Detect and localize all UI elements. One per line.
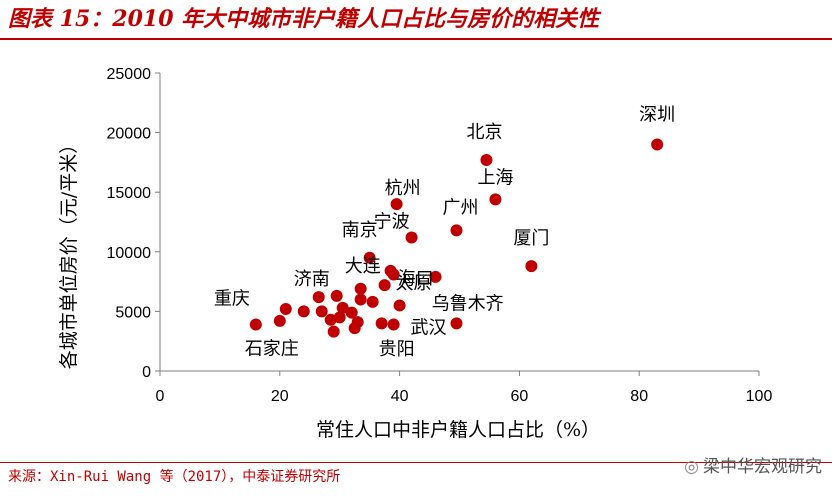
data-point <box>345 306 358 319</box>
y-tick-label: 25000 <box>107 66 152 83</box>
data-point <box>363 251 376 264</box>
data-point <box>327 325 340 338</box>
data-point <box>297 305 310 318</box>
chart-axes: 0 5000 10000 15000 20000 25000 0 20 40 60 80 100 <box>107 66 773 405</box>
x-tick-label: 40 <box>391 388 409 405</box>
point-label: 上海 <box>477 167 513 188</box>
data-point <box>450 224 463 237</box>
data-point <box>333 311 346 324</box>
point-label: 乌鲁木齐 <box>432 293 504 314</box>
point-label: 深圳 <box>639 105 675 126</box>
x-tick-label: 20 <box>271 388 289 405</box>
point-label: 宁波 <box>374 211 410 232</box>
y-tick-label: 5000 <box>115 304 151 321</box>
data-point <box>273 314 286 327</box>
y-tick-label: 0 <box>142 364 151 381</box>
data-point <box>429 270 442 283</box>
x-tick-label: 60 <box>511 388 529 405</box>
x-axis-title: 常住人口中非户籍人口占比（%） <box>316 419 600 441</box>
data-point <box>651 138 664 151</box>
point-label: 太原 <box>396 273 432 294</box>
watermark-text: 梁中华宏观研究 <box>703 457 822 477</box>
data-point <box>279 303 292 316</box>
data-point <box>525 260 538 273</box>
data-point <box>249 318 262 331</box>
data-point <box>348 322 361 335</box>
source-note: 来源：Xin-Rui Wang 等（2017），中泰证券研究所 <box>8 469 341 485</box>
point-label: 贵阳 <box>379 339 415 360</box>
x-tick-label: 80 <box>630 388 648 405</box>
point-label: 大连 <box>345 256 381 277</box>
chart-marks <box>249 138 664 338</box>
data-point <box>315 305 328 318</box>
data-point <box>450 317 463 330</box>
point-label: 北京 <box>466 122 502 143</box>
data-point <box>366 295 379 308</box>
data-point <box>375 317 388 330</box>
data-point <box>354 282 367 295</box>
source-divider <box>0 462 832 463</box>
data-point <box>393 299 406 312</box>
point-label: 杭州 <box>385 178 421 199</box>
title-divider <box>0 38 832 40</box>
data-point <box>387 268 400 281</box>
point-label: 南京 <box>342 220 378 241</box>
watermark: ◎ 梁中华宏观研究 <box>684 452 822 477</box>
data-point <box>390 198 403 211</box>
data-point <box>336 301 349 314</box>
data-point <box>378 279 391 292</box>
chart-title: 图表 15：2010 年大中城市非户籍人口占比与房价的相关性 <box>8 6 600 32</box>
x-tick-label: 100 <box>746 388 773 405</box>
x-tick-label: 0 <box>156 388 165 405</box>
data-point <box>387 318 400 331</box>
y-tick-label: 20000 <box>107 126 152 143</box>
y-axis-title: 各城市单位房价（元/平米） <box>58 135 80 369</box>
point-label: 厦门 <box>513 228 549 249</box>
point-label: 海口 <box>398 268 434 289</box>
data-point <box>354 293 367 306</box>
point-label: 重庆 <box>214 289 250 310</box>
point-label: 济南 <box>294 269 330 290</box>
point-label: 石家庄 <box>245 339 299 360</box>
y-tick-label: 15000 <box>107 185 152 202</box>
point-label: 广州 <box>443 197 479 218</box>
data-point <box>312 291 325 304</box>
scatter-chart: 0 5000 10000 15000 20000 25000 0 20 40 60 80 100 深圳… <box>58 66 773 441</box>
data-point <box>330 289 343 302</box>
data-point <box>405 231 418 244</box>
data-point <box>480 154 493 167</box>
point-label: 武汉 <box>411 317 447 338</box>
wechat-icon: ◎ <box>684 457 699 477</box>
y-tick-label: 10000 <box>107 245 152 262</box>
data-point <box>489 193 502 206</box>
data-point <box>324 313 337 326</box>
